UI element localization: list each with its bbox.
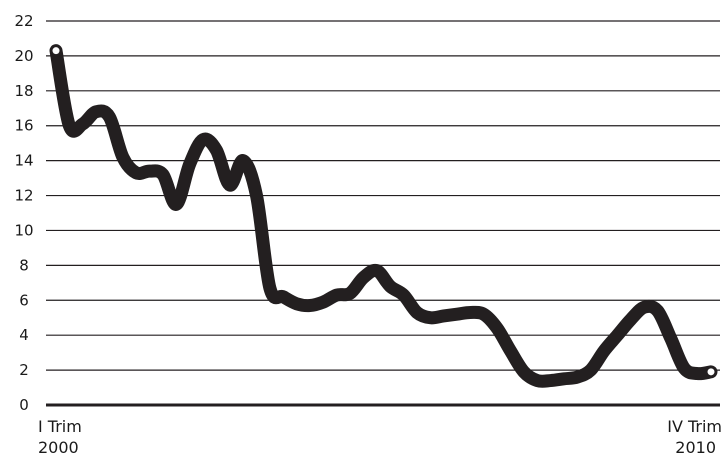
data-point	[282, 296, 284, 298]
data-point	[68, 125, 70, 127]
data-point	[108, 116, 110, 118]
y-tick-labels: 0 2 4 6 8 10 12 14 16 18 20 22	[14, 12, 33, 414]
data-point	[122, 156, 124, 158]
data-point	[590, 369, 592, 371]
data-point	[657, 310, 659, 312]
data-point	[630, 318, 632, 320]
y-tick-label: 20	[14, 47, 33, 65]
end-point-marker	[707, 368, 715, 376]
data-point	[256, 195, 258, 197]
x-axis-labels: I Trim 2000 IV Trim 2010	[38, 417, 722, 457]
data-point	[616, 334, 618, 336]
data-point	[215, 149, 217, 151]
y-tick-label: 2	[19, 361, 29, 379]
data-point	[576, 376, 578, 378]
data-point	[135, 172, 137, 174]
data-point	[162, 174, 164, 176]
data-point	[149, 170, 151, 172]
data-point	[296, 303, 298, 305]
data-point	[349, 292, 351, 294]
x-start-label-line1: I Trim	[38, 417, 82, 436]
data-point	[389, 285, 391, 287]
x-end-label-line2: 2010	[675, 438, 716, 457]
y-tick-label: 6	[19, 291, 29, 309]
y-tick-label: 8	[19, 256, 29, 274]
y-tick-label: 4	[19, 326, 29, 344]
data-point	[376, 270, 378, 272]
data-point	[269, 287, 271, 289]
data-point	[483, 313, 485, 315]
y-tick-label: 22	[14, 12, 33, 30]
y-tick-label: 10	[14, 221, 33, 239]
data-point	[189, 163, 191, 165]
series-layer	[49, 44, 718, 388]
x-start-label-line2: 2000	[38, 438, 79, 457]
data-point	[697, 373, 699, 375]
y-tick-label: 0	[19, 396, 29, 414]
data-point	[403, 294, 405, 296]
data-point	[683, 367, 685, 369]
data-point	[536, 380, 538, 382]
data-point	[175, 203, 177, 205]
data-point	[309, 305, 311, 307]
data-point	[202, 139, 204, 141]
data-point	[242, 160, 244, 162]
data-point	[550, 380, 552, 382]
gridlines	[46, 20, 720, 407]
data-point	[643, 306, 645, 308]
data-point	[82, 123, 84, 125]
data-point	[416, 311, 418, 313]
x-end-label-line1: IV Trim	[667, 417, 722, 436]
data-point	[469, 311, 471, 313]
data-point	[322, 301, 324, 303]
data-point	[509, 350, 511, 352]
series-line	[49, 44, 718, 388]
data-point	[670, 338, 672, 340]
data-point	[362, 277, 364, 279]
y-tick-label: 16	[14, 117, 33, 135]
data-point	[523, 371, 525, 373]
data-point	[563, 378, 565, 380]
data-point	[336, 294, 338, 296]
data-point	[429, 317, 431, 319]
data-point	[603, 350, 605, 352]
data-point	[229, 184, 231, 186]
start-point-marker	[52, 47, 60, 55]
y-tick-label: 12	[14, 187, 33, 205]
data-point	[456, 313, 458, 315]
data-point	[443, 315, 445, 317]
data-point	[496, 327, 498, 329]
y-tick-label: 14	[14, 152, 33, 170]
data-point	[95, 111, 97, 113]
y-tick-label: 18	[14, 82, 33, 100]
